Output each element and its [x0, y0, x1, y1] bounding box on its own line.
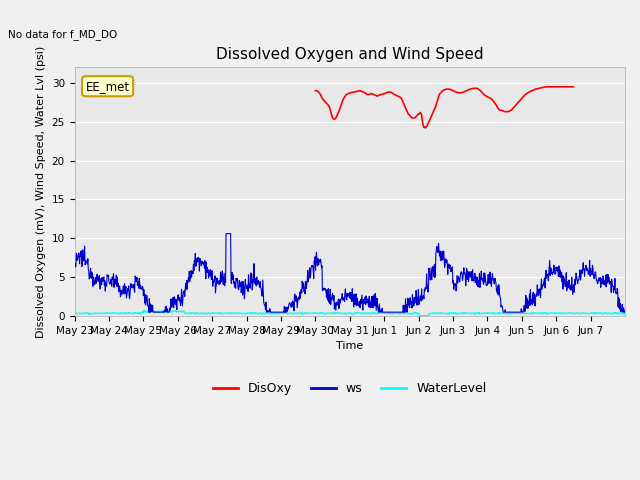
X-axis label: Time: Time	[336, 341, 364, 351]
Title: Dissolved Oxygen and Wind Speed: Dissolved Oxygen and Wind Speed	[216, 47, 484, 62]
Text: No data for f_MD_DO: No data for f_MD_DO	[8, 29, 118, 40]
Text: EE_met: EE_met	[86, 80, 130, 93]
Y-axis label: Dissolved Oxygen (mV), Wind Speed, Water Lvl (psi): Dissolved Oxygen (mV), Wind Speed, Water…	[36, 46, 46, 338]
Legend: DisOxy, ws, WaterLevel: DisOxy, ws, WaterLevel	[208, 377, 492, 400]
